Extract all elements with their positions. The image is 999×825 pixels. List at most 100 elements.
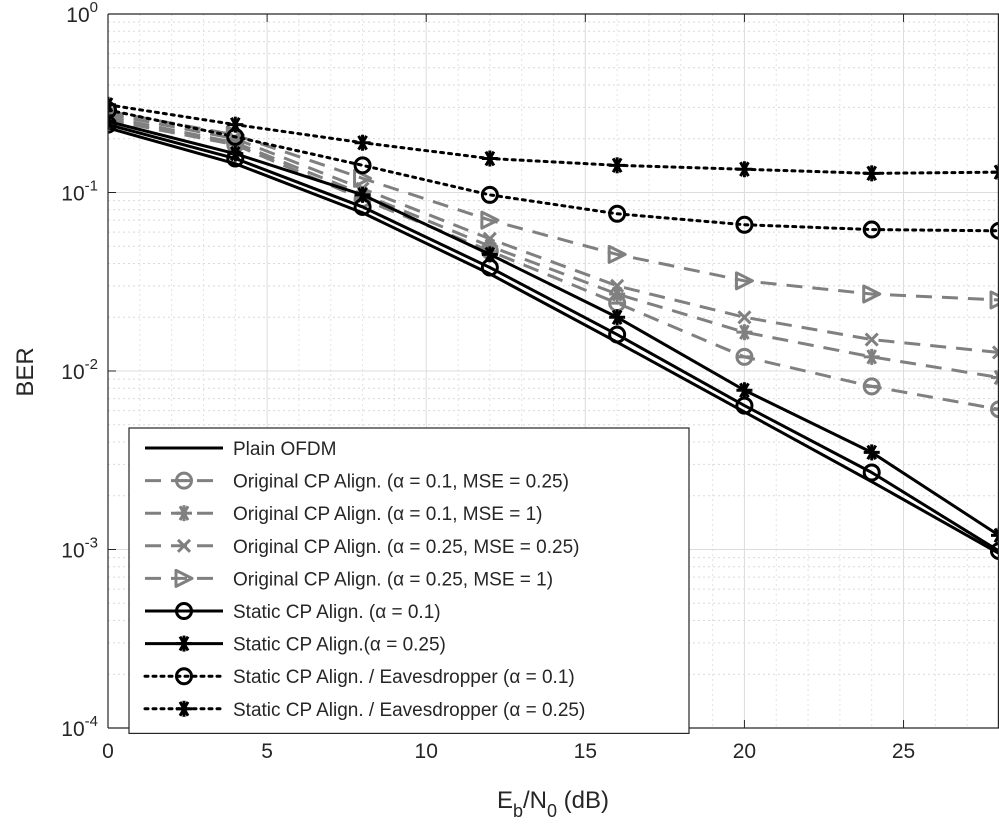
data-point-marker xyxy=(354,134,371,151)
data-point-marker xyxy=(175,602,193,620)
data-point-marker xyxy=(353,156,372,175)
x-axis-label-sub-b: b xyxy=(513,801,523,821)
data-point-marker xyxy=(991,527,999,544)
y-tick-label: 10-2 xyxy=(61,356,98,384)
data-point-marker xyxy=(864,332,879,347)
x-axis-label: Eb/N0 (dB) xyxy=(497,787,609,821)
data-point-marker xyxy=(175,667,193,686)
data-point-marker xyxy=(227,145,244,162)
data-point-marker xyxy=(175,471,193,490)
legend: Plain OFDM Original CP Align. (α = 0.1, M… xyxy=(128,427,690,734)
data-point-marker xyxy=(991,345,999,360)
legend-label: Original CP Align. (α = 0.1, MSE = 1) xyxy=(233,504,543,525)
legend-entry: Original CP Align. (α = 0.25, MSE = 1) xyxy=(145,568,553,590)
data-point-marker xyxy=(108,96,116,113)
marker-stroke xyxy=(176,538,192,553)
marker-circle xyxy=(175,471,193,490)
data-point-marker xyxy=(737,310,752,325)
x-tick-label: 10 xyxy=(415,740,438,763)
legend-label: Original CP Align. (α = 0.25, MSE = 0.25… xyxy=(233,537,579,558)
x-axis-label-mid: /N xyxy=(523,787,547,814)
marker-circle xyxy=(108,100,117,119)
data-point-marker xyxy=(481,246,498,263)
data-point-marker xyxy=(176,505,192,522)
legend-label: Original CP Align. (α = 0.25, MSE = 1) xyxy=(233,569,553,590)
marker-circle xyxy=(990,221,999,240)
data-point-marker xyxy=(481,150,498,167)
marker-triangle xyxy=(480,210,500,230)
data-point-marker xyxy=(608,204,627,223)
x-tick-label: 25 xyxy=(892,740,915,763)
marker-circle xyxy=(990,542,999,561)
data-point-marker xyxy=(608,325,627,344)
series-9 xyxy=(108,96,999,182)
marker-circle xyxy=(175,602,193,620)
data-point-marker xyxy=(991,369,999,386)
x-axis-label-main: E xyxy=(497,787,513,814)
legend-entry: Original CP Align. (α = 0.1, MSE = 1) xyxy=(145,504,543,525)
legend-entry: Original CP Align. (α = 0.1, MSE = 0.25) xyxy=(145,471,569,493)
marker-stroke xyxy=(991,345,999,355)
legend-label: Static CP Align. (α = 0.1) xyxy=(233,602,441,623)
data-point-marker xyxy=(736,324,753,341)
data-point-marker xyxy=(736,382,753,399)
marker-stroke xyxy=(737,310,752,325)
marker-stroke xyxy=(993,532,999,544)
data-point-marker xyxy=(863,165,880,182)
marker-circle xyxy=(735,215,754,234)
marker-stroke xyxy=(482,231,497,246)
data-point-marker xyxy=(354,186,371,203)
marker-circle xyxy=(608,204,627,223)
legend-entry: Static CP Align. / Eavesdropper (α = 0.2… xyxy=(143,700,585,721)
legend-label: Static CP Align. / Eavesdropper (α = 0.2… xyxy=(233,700,585,721)
data-point-marker xyxy=(735,347,754,366)
series-8 xyxy=(108,100,999,240)
marker-stroke xyxy=(991,350,999,360)
marker-circle xyxy=(862,377,881,396)
marker-circle xyxy=(862,463,881,482)
data-point-marker xyxy=(610,278,625,293)
marker-circle xyxy=(990,400,999,419)
series-line xyxy=(108,118,999,411)
series-1 xyxy=(108,126,999,555)
data-point-marker xyxy=(609,309,626,326)
marker-triangle xyxy=(353,168,373,188)
legend-label: Plain OFDM xyxy=(233,439,336,460)
marker-triangle xyxy=(174,568,194,588)
data-point-marker xyxy=(990,221,999,240)
marker-stroke xyxy=(108,118,114,130)
data-point-marker xyxy=(353,168,373,188)
series-7 xyxy=(108,113,999,544)
series-line xyxy=(108,120,999,537)
y-tick-label: 100 xyxy=(66,0,98,27)
data-point-marker xyxy=(227,116,244,133)
marker-stroke xyxy=(610,278,625,293)
marker-circle xyxy=(353,156,372,175)
y-axis-label: BER xyxy=(12,347,39,396)
data-point-marker xyxy=(862,284,882,304)
data-point-marker xyxy=(108,100,117,119)
y-tick-label: 10-1 xyxy=(61,178,98,206)
ticks: 0 5 10 15 20 25 100 10-1 10-2 10-3 10-4 xyxy=(61,0,915,763)
x-axis-label-tail: (dB) xyxy=(557,787,609,814)
marker-triangle xyxy=(607,244,627,264)
marker-stroke xyxy=(108,101,114,113)
marker-circle xyxy=(608,325,627,344)
series-line xyxy=(108,115,999,379)
data-point-marker xyxy=(863,348,880,365)
series-line xyxy=(108,126,999,555)
marker-stroke xyxy=(993,374,999,386)
legend-label: Static CP Align. / Eavesdropper (α = 0.1… xyxy=(233,667,575,688)
data-point-marker xyxy=(863,444,880,461)
marker-stroke xyxy=(864,332,879,347)
legend-box xyxy=(128,427,690,734)
legend-entry: Original CP Align. (α = 0.25, MSE = 0.25… xyxy=(145,537,579,558)
marker-triangle xyxy=(989,290,999,310)
data-point-marker xyxy=(734,271,754,291)
marker-stroke xyxy=(993,527,999,539)
data-point-marker xyxy=(862,377,881,396)
marker-triangle xyxy=(734,271,754,291)
series-line xyxy=(108,123,999,553)
x-tick-label: 15 xyxy=(574,740,597,763)
